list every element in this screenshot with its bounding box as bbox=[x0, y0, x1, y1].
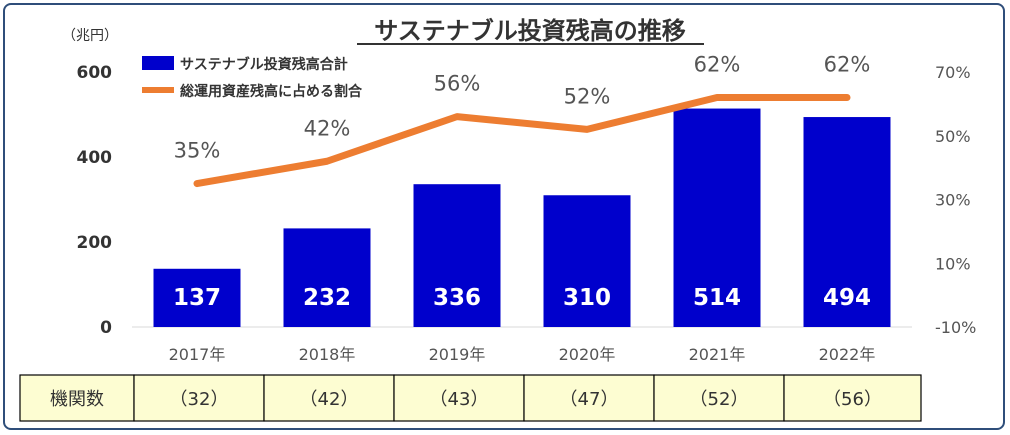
right-tick-label: 10% bbox=[935, 254, 971, 273]
table-cell-value: （56） bbox=[823, 389, 882, 410]
right-tick-label: 30% bbox=[935, 191, 971, 210]
line-value-labels: 35% 42% 56% 52% 62% 62% bbox=[174, 53, 871, 163]
table-cell bbox=[393, 374, 525, 422]
bar-2020年 bbox=[543, 195, 631, 327]
table-cell bbox=[783, 374, 922, 422]
line-point-label: 35% bbox=[174, 139, 221, 163]
left-tick-label: 600 bbox=[77, 63, 113, 83]
bar-2018年 bbox=[283, 228, 371, 327]
line-point-label: 56% bbox=[434, 72, 481, 96]
right-tick-label: 70% bbox=[935, 63, 971, 82]
left-axis-unit: （兆円） bbox=[62, 28, 118, 44]
bar-2021年 bbox=[673, 108, 761, 327]
table-cell bbox=[133, 374, 265, 422]
category-label: 2021年 bbox=[689, 345, 746, 364]
legend: サステナブル投資残高合計 総運用資産残高に占める割合 bbox=[142, 56, 363, 100]
left-tick-label: 400 bbox=[77, 148, 113, 168]
bar-label: 494 bbox=[823, 285, 871, 311]
legend-label-bar: サステナブル投資残高合計 bbox=[180, 56, 348, 73]
ratio-line bbox=[193, 94, 851, 188]
bar-value-labels: 137 232 336 310 514 494 bbox=[173, 285, 871, 311]
bar-label: 514 bbox=[693, 285, 741, 311]
category-label: 2020年 bbox=[559, 345, 616, 364]
line-point-label: 62% bbox=[824, 53, 871, 77]
left-tick-label: 0 bbox=[100, 318, 112, 338]
table-cell-value: （42） bbox=[300, 389, 359, 410]
left-axis-ticks: 600 400 200 0 bbox=[77, 63, 113, 338]
line-point-label: 52% bbox=[564, 84, 611, 108]
table-cell bbox=[263, 374, 395, 422]
institutions-table: 機関数 （32） （42） （43） （47） （52） （56） bbox=[19, 374, 922, 422]
bar-label: 137 bbox=[173, 285, 221, 311]
bar-series bbox=[153, 108, 891, 327]
bar-2017年 bbox=[153, 268, 241, 327]
table-cell-value: （32） bbox=[170, 389, 229, 410]
bar-2022年 bbox=[803, 117, 891, 327]
category-label: 2018年 bbox=[299, 345, 356, 364]
legend-label-line: 総運用資産残高に占める割合 bbox=[180, 83, 363, 100]
left-tick-label: 200 bbox=[77, 233, 113, 253]
category-labels: 2017年 2018年 2019年 2020年 2021年 2022年 bbox=[169, 345, 876, 364]
table-cell-value: （43） bbox=[430, 389, 489, 410]
bar-label: 310 bbox=[563, 285, 611, 311]
category-label: 2019年 bbox=[429, 345, 486, 364]
bar-label: 232 bbox=[303, 285, 351, 311]
right-tick-label: 50% bbox=[935, 127, 971, 146]
line-point-label: 42% bbox=[304, 116, 351, 140]
line-series bbox=[193, 94, 851, 188]
right-tick-label: -10% bbox=[935, 318, 976, 337]
table-cell-value: （52） bbox=[690, 389, 749, 410]
legend-swatch-bar bbox=[142, 56, 174, 70]
table-header-label: 機関数 bbox=[50, 389, 104, 410]
right-axis-ticks: 70% 50% 30% 10% -10% bbox=[935, 63, 976, 337]
line-point-label: 62% bbox=[694, 53, 741, 77]
bar-label: 336 bbox=[433, 285, 481, 311]
category-label: 2022年 bbox=[819, 345, 876, 364]
table-cell bbox=[523, 374, 655, 422]
table-cell bbox=[653, 374, 785, 422]
chart-title: サステナブル投資残高の推移 bbox=[374, 17, 686, 45]
category-label: 2017年 bbox=[169, 345, 226, 364]
table-cell-value: （47） bbox=[560, 389, 619, 410]
bar-2019年 bbox=[413, 184, 501, 327]
